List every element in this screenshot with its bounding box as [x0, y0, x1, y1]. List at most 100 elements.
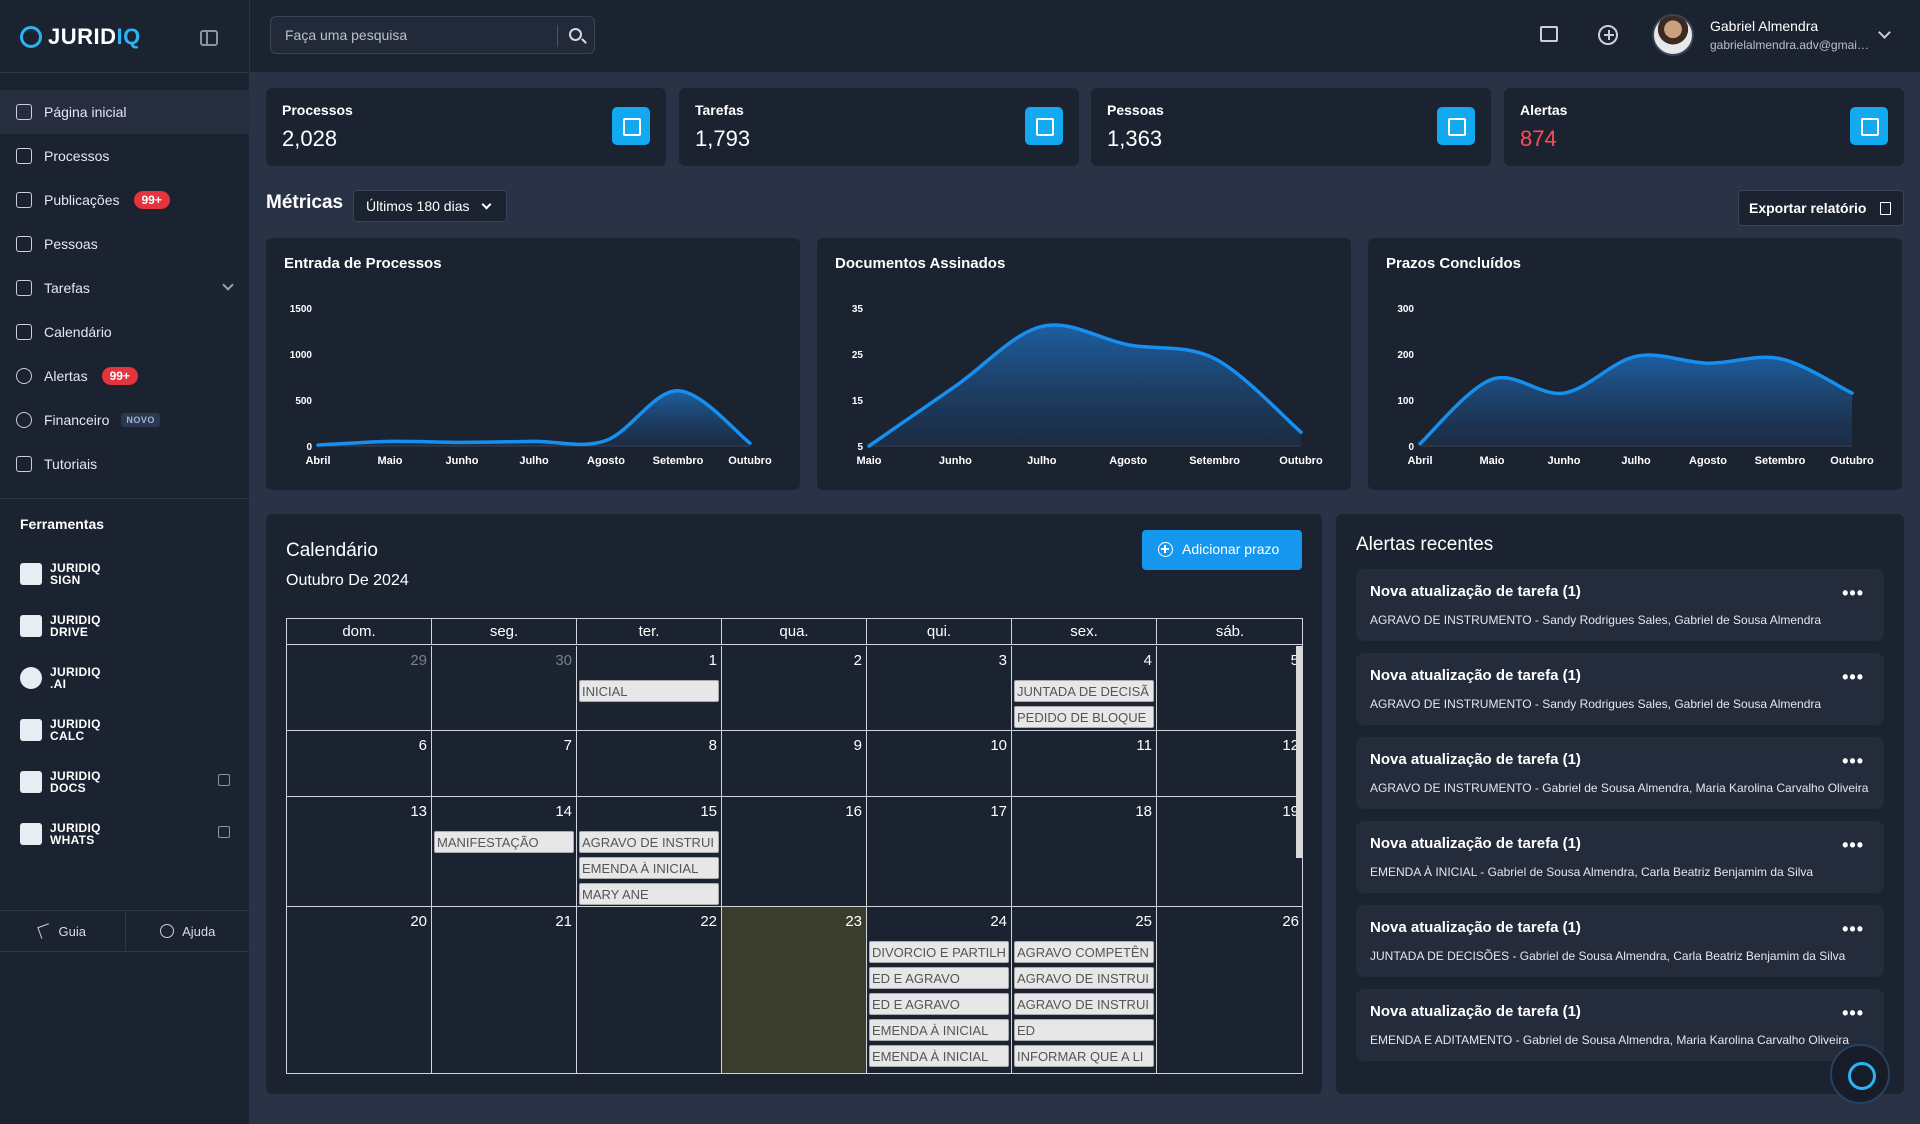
calendar-event[interactable]: EMENDA À INICIAL [869, 1019, 1009, 1041]
calendar-event[interactable]: AGRAVO DE INSTRUI [579, 831, 719, 853]
sidebar-item-pessoas[interactable]: Pessoas [0, 222, 250, 266]
calendar-day-cell[interactable]: 12 [1157, 731, 1302, 797]
more-options-icon[interactable]: ••• [1842, 667, 1864, 687]
calendar-day-cell[interactable]: 4 JUNTADA DE DECISÃ PEDIDO DE BLOQUE [1012, 646, 1157, 731]
calendar-event[interactable]: MARY ANE [579, 883, 719, 905]
add-circle-icon[interactable] [1598, 25, 1618, 45]
chevron-down-icon[interactable] [1878, 26, 1891, 39]
sidebar-item-publicacoes[interactable]: Publicações 99+ [0, 178, 250, 222]
calendar-day-cell[interactable]: 6 [287, 731, 432, 797]
search-icon[interactable] [569, 28, 582, 41]
calendar-day-cell[interactable]: 26 [1157, 907, 1302, 1073]
calendar-day-cell[interactable]: 25 AGRAVO COMPETÊN AGRAVO DE INSTRUI AGRAVO… [1012, 907, 1157, 1073]
tool-whats[interactable]: JURIDIQ WHATS [20, 822, 230, 846]
calendar-day-cell[interactable]: 18 [1012, 797, 1157, 907]
calendar-event[interactable]: INFORMAR QUE A LI [1014, 1045, 1154, 1067]
tool-docs[interactable]: JURIDIQ DOCS [20, 770, 230, 794]
help-button[interactable]: Ajuda [126, 911, 251, 951]
data-point[interactable] [1040, 324, 1044, 328]
data-point[interactable] [388, 439, 392, 443]
calendar-day-cell[interactable]: 16 [722, 797, 867, 907]
calendar-day-cell[interactable]: 17 [867, 797, 1012, 907]
data-point[interactable] [1634, 354, 1638, 358]
calendar-event[interactable]: DIVORCIO E PARTILH [869, 941, 1009, 963]
alert-item[interactable]: Nova atualização de tarefa (1) AGRAVO DE … [1356, 737, 1884, 809]
calendar-day-cell[interactable]: 14 MANIFESTAÇÃO [432, 797, 577, 907]
period-select[interactable]: Últimos 180 dias [353, 190, 507, 222]
calendar-day-cell[interactable]: 10 [867, 731, 1012, 797]
calendar-day-cell[interactable]: 21 [432, 907, 577, 1073]
calendar-day-cell[interactable]: 19 [1157, 797, 1302, 907]
calendar-event[interactable]: PEDIDO DE BLOQUE [1014, 706, 1154, 728]
calendar-day-cell[interactable]: 9 [722, 731, 867, 797]
more-options-icon[interactable]: ••• [1842, 835, 1864, 855]
calendar-day-cell[interactable]: 13 [287, 797, 432, 907]
alert-item[interactable]: Nova atualização de tarefa (1) AGRAVO DE … [1356, 569, 1884, 641]
alert-item[interactable]: Nova atualização de tarefa (1) AGRAVO DE … [1356, 653, 1884, 725]
stat-card-alertas[interactable]: Alertas 874 [1504, 88, 1904, 166]
tool-ai[interactable]: JURIDIQ .AI [20, 666, 230, 690]
calendar-day-cell[interactable]: 7 [432, 731, 577, 797]
more-options-icon[interactable]: ••• [1842, 583, 1864, 603]
data-point[interactable] [1299, 430, 1303, 434]
calendar-day-cell[interactable]: 29 [287, 646, 432, 731]
calendar-event[interactable]: ED [1014, 1019, 1154, 1041]
assistant-launcher-icon[interactable] [1830, 1044, 1890, 1104]
more-options-icon[interactable]: ••• [1842, 919, 1864, 939]
search-input[interactable] [285, 27, 545, 43]
guide-button[interactable]: Guia [0, 911, 126, 951]
calendar-event[interactable]: ED E AGRAVO [869, 993, 1009, 1015]
sidebar-item-processos[interactable]: Processos [0, 134, 250, 178]
data-point[interactable] [1562, 391, 1566, 395]
calendar-event[interactable]: JUNTADA DE DECISÃ [1014, 680, 1154, 702]
data-point[interactable] [1418, 442, 1422, 446]
calendar-event[interactable]: AGRAVO COMPETÊN [1014, 941, 1154, 963]
calendar-day-cell[interactable]: 30 [432, 646, 577, 731]
data-point[interactable] [867, 444, 871, 448]
sidebar-item-home[interactable]: Página inicial [0, 90, 250, 134]
stat-card-tarefas[interactable]: Tarefas 1,793 [679, 88, 1079, 166]
data-point[interactable] [1850, 391, 1854, 395]
calendar-event[interactable]: MANIFESTAÇÃO [434, 831, 574, 853]
data-point[interactable] [676, 389, 680, 393]
data-point[interactable] [1126, 343, 1130, 347]
alert-item[interactable]: Nova atualização de tarefa (1) EMENDA À I… [1356, 821, 1884, 893]
more-options-icon[interactable]: ••• [1842, 751, 1864, 771]
calendar-day-cell[interactable]: 24 DIVORCIO E PARTILH ED E AGRAVO ED E AGRA… [867, 907, 1012, 1073]
data-point[interactable] [1213, 357, 1217, 361]
avatar[interactable] [1652, 14, 1694, 56]
add-deadline-button[interactable]: Adicionar prazo [1142, 530, 1302, 570]
calendar-event[interactable]: AGRAVO DE INSTRUI [1014, 993, 1154, 1015]
alert-item[interactable]: Nova atualização de tarefa (1) JUNTADA DE… [1356, 905, 1884, 977]
tool-drive[interactable]: JURIDIQ DRIVE [20, 614, 230, 638]
more-options-icon[interactable]: ••• [1842, 1003, 1864, 1023]
sidebar-item-alertas[interactable]: Alertas 99+ [0, 354, 250, 398]
tool-sign[interactable]: JURIDIQ SIGN [20, 562, 230, 586]
stat-card-processos[interactable]: Processos 2,028 [266, 88, 666, 166]
alert-item[interactable]: Nova atualização de tarefa (1) EMENDA E A… [1356, 989, 1884, 1061]
data-point[interactable] [1706, 361, 1710, 365]
data-point[interactable] [1490, 377, 1494, 381]
external-link-icon[interactable] [218, 774, 230, 786]
calendar-day-cell[interactable]: 11 [1012, 731, 1157, 797]
calendar-scrollbar[interactable] [1296, 646, 1302, 858]
sidebar-item-tarefas[interactable]: Tarefas [0, 266, 250, 310]
data-point[interactable] [316, 443, 320, 447]
calendar-day-cell[interactable]: 2 [722, 646, 867, 731]
data-point[interactable] [460, 440, 464, 444]
calendar-day-cell[interactable]: 23 [722, 907, 867, 1073]
chevron-down-icon[interactable] [222, 279, 234, 291]
external-link-icon[interactable] [218, 826, 230, 838]
calendar-day-cell[interactable]: 1 INICIAL [577, 646, 722, 731]
stat-card-pessoas[interactable]: Pessoas 1,363 [1091, 88, 1491, 166]
sidebar-item-financeiro[interactable]: Financeiro NOVO [0, 398, 250, 442]
data-point[interactable] [604, 438, 608, 442]
gift-icon[interactable] [1540, 26, 1558, 42]
calendar-event[interactable]: ED E AGRAVO [869, 967, 1009, 989]
sidebar-item-tutoriais[interactable]: Tutoriais [0, 442, 250, 486]
export-report-button[interactable]: Exportar relatório [1738, 190, 1904, 226]
calendar-day-cell[interactable]: 8 [577, 731, 722, 797]
data-point[interactable] [953, 384, 957, 388]
data-point[interactable] [1778, 357, 1782, 361]
calendar-event[interactable]: AGRAVO DE INSTRUI [1014, 967, 1154, 989]
